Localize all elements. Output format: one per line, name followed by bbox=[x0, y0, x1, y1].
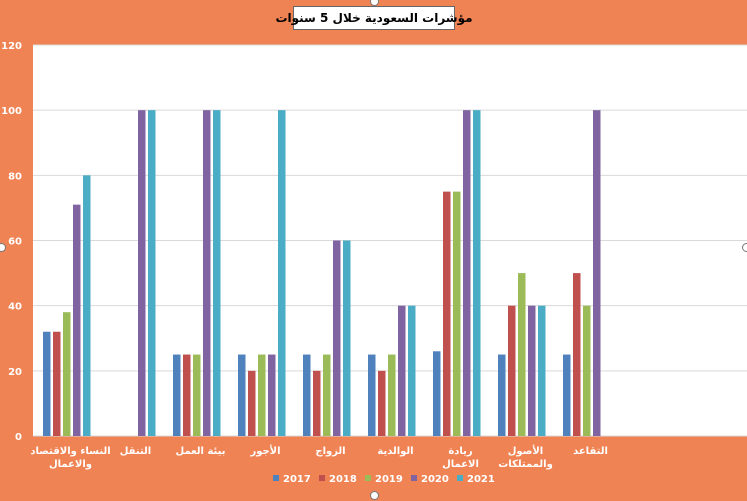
bar bbox=[388, 354, 396, 436]
resize-handle-bottom[interactable] bbox=[370, 491, 379, 500]
y-tick-label: 100 bbox=[1, 106, 22, 117]
legend-swatch bbox=[365, 475, 371, 481]
legend-swatch bbox=[411, 475, 417, 481]
legend-label: 2019 bbox=[375, 474, 403, 485]
bar bbox=[53, 331, 61, 436]
bar bbox=[573, 273, 581, 436]
bar bbox=[278, 110, 286, 437]
legend-swatch bbox=[273, 475, 279, 481]
bar bbox=[63, 312, 71, 436]
bar bbox=[313, 370, 321, 436]
bar bbox=[343, 240, 351, 436]
bar bbox=[73, 204, 81, 436]
bar bbox=[433, 351, 441, 436]
bar bbox=[443, 191, 451, 436]
bar bbox=[518, 273, 526, 436]
bar bbox=[408, 305, 416, 436]
bar bbox=[563, 354, 571, 436]
y-tick-label: 0 bbox=[15, 432, 22, 443]
bar bbox=[43, 331, 51, 436]
bar bbox=[268, 354, 276, 436]
chart-title: مؤشرات السعودية خلال 5 سنوات bbox=[275, 6, 473, 30]
x-tick-label: الوالدية bbox=[377, 446, 413, 457]
bar bbox=[148, 110, 156, 437]
resize-handle-right[interactable] bbox=[742, 243, 747, 252]
legend-label: 2021 bbox=[467, 474, 495, 485]
bar bbox=[378, 370, 386, 436]
x-tick-label: التقاعد bbox=[573, 446, 608, 457]
bar bbox=[183, 354, 191, 436]
x-tick-label: الأصول والممتلكات bbox=[498, 444, 553, 470]
bar bbox=[303, 354, 311, 436]
bar bbox=[368, 354, 376, 436]
bar bbox=[463, 110, 471, 437]
bar bbox=[593, 110, 601, 437]
bar bbox=[83, 175, 91, 437]
bar bbox=[323, 354, 331, 436]
y-tick-label: 80 bbox=[8, 171, 22, 182]
legend-swatch bbox=[457, 475, 463, 481]
resize-handle-top[interactable] bbox=[370, 0, 379, 6]
x-tick-label: الأجور bbox=[249, 444, 280, 457]
bar bbox=[213, 110, 221, 437]
bar bbox=[203, 110, 211, 437]
x-tick-label: ريادة الاعمال bbox=[442, 446, 479, 470]
resize-handle-left[interactable] bbox=[0, 243, 6, 252]
legend-swatch bbox=[319, 475, 325, 481]
bar bbox=[333, 240, 341, 436]
bar bbox=[453, 191, 461, 436]
y-tick-label: 120 bbox=[1, 41, 22, 52]
bar bbox=[238, 354, 246, 436]
y-tick-label: 60 bbox=[8, 237, 22, 248]
x-tick-label: التنقل bbox=[120, 446, 151, 457]
bar bbox=[508, 305, 516, 436]
bar bbox=[398, 305, 406, 436]
legend-label: 2017 bbox=[283, 474, 311, 485]
x-tick-label: النساء والاقتصاد والاعمال bbox=[30, 446, 110, 470]
bar bbox=[473, 110, 481, 437]
bar bbox=[258, 354, 266, 436]
legend-label: 2018 bbox=[329, 474, 357, 485]
bar bbox=[193, 354, 201, 436]
bar bbox=[173, 354, 181, 436]
bar bbox=[538, 305, 546, 436]
bar bbox=[138, 110, 146, 437]
legend-label: 2020 bbox=[421, 474, 449, 485]
x-tick-label: بيئة العمل bbox=[176, 446, 226, 457]
x-tick-label: الزواج bbox=[315, 446, 345, 457]
bar bbox=[498, 354, 506, 436]
y-tick-label: 20 bbox=[8, 367, 22, 378]
bar bbox=[583, 305, 591, 436]
bar bbox=[528, 305, 536, 436]
y-tick-label: 40 bbox=[8, 302, 22, 313]
bar bbox=[248, 370, 256, 436]
